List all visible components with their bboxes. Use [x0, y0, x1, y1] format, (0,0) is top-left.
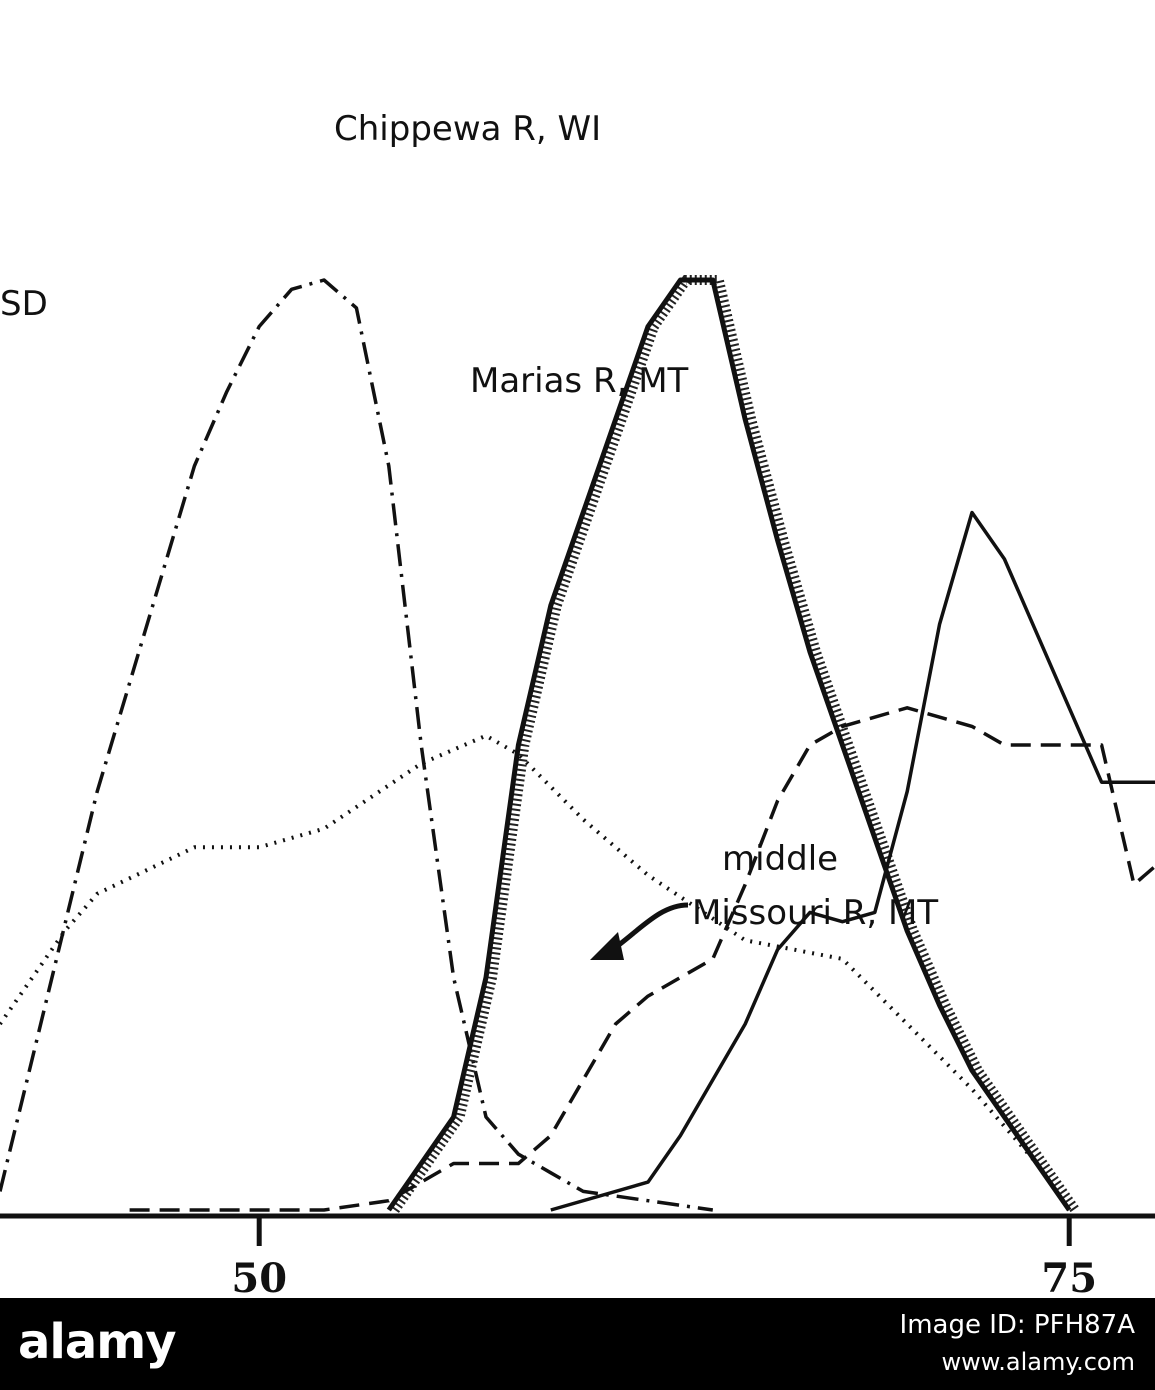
series-sd-dashdot — [0, 278, 714, 1212]
x-tick-label-75: 75 — [1041, 1255, 1097, 1298]
chart: 5075100 SD Chippewa R, WI Marias R, MT m… — [0, 109, 1155, 1298]
watermark-image-id: Image ID: PFH87A — [899, 1310, 1135, 1340]
missouri-arrow — [610, 902, 689, 953]
series-chippewa-hatch — [390, 275, 1080, 1213]
series-layer — [0, 275, 1155, 1213]
series-dotted — [0, 733, 1071, 1212]
label-chippewa: Chippewa R, WI — [334, 109, 601, 149]
series-marias — [550, 510, 1155, 1212]
label-marias: Marias R, MT — [470, 361, 689, 401]
x-tick-label-50: 50 — [231, 1255, 287, 1298]
series-middle-missouri — [129, 706, 1155, 1212]
series-chippewa — [386, 277, 1072, 1212]
watermark-site: www.alamy.com — [941, 1348, 1135, 1376]
label-sd: SD — [0, 284, 48, 324]
missouri-arrowhead — [590, 932, 624, 960]
watermark-bar: alamy Image ID: PFH87A www.alamy.com — [0, 1298, 1155, 1390]
watermark-brand: alamy — [18, 1314, 177, 1370]
label-middle: middle — [722, 839, 838, 879]
label-missouri: Missouri R, MT — [692, 893, 938, 933]
tick-layer: 5075100 — [231, 1216, 1097, 1298]
